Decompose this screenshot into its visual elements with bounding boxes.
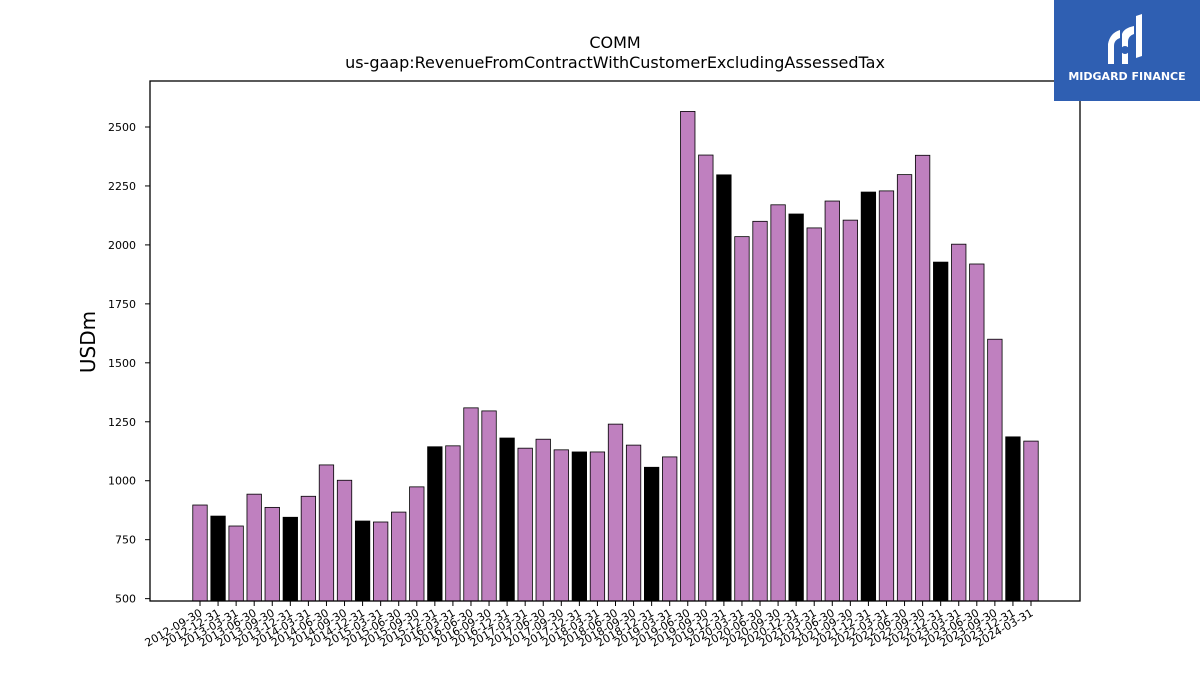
y-tick-label: 500 xyxy=(115,593,136,606)
plot-frame xyxy=(149,80,1081,602)
y-tick-label: 1000 xyxy=(108,475,136,488)
bar-2020-03-31 xyxy=(734,236,750,602)
y-tick-label: 750 xyxy=(115,534,136,547)
bars-group xyxy=(192,111,1039,602)
bar-2020-06-30 xyxy=(752,220,768,602)
bar-2022-03-31 xyxy=(878,190,895,602)
bar-2017-06-30 xyxy=(535,438,551,602)
y-axis: 500 750 1000 1250 1500 1750 2000 2250 2500 xyxy=(108,121,150,606)
y-axis-label: USDm xyxy=(76,311,100,373)
bar-2014-09-30 xyxy=(336,479,353,602)
bar-2018-03-31 xyxy=(589,451,606,602)
bar-2013-09-30 xyxy=(264,506,280,602)
chart-subtitle: us-gaap:RevenueFromContractWithCustomerE… xyxy=(345,53,885,72)
bar-2023-06-30 xyxy=(969,263,985,602)
y-tick-label: 2250 xyxy=(108,180,136,193)
bar-2013-12-31 xyxy=(282,516,298,602)
bar-2013-06-30 xyxy=(246,493,262,602)
bar-2012-09-30 xyxy=(192,504,208,602)
y-tick-label: 2000 xyxy=(108,239,136,252)
bar-2020-12-31 xyxy=(788,213,804,602)
y-tick-label: 2500 xyxy=(108,121,136,134)
logo-text: MIDGARD FINANCE xyxy=(1068,70,1185,83)
bar-2016-12-31 xyxy=(499,437,515,602)
bar-2019-09-30 xyxy=(698,154,714,602)
brand-logo: MIDGARD FINANCE xyxy=(1054,0,1200,101)
bar-2023-12-31 xyxy=(1005,436,1021,602)
bar-2017-12-31 xyxy=(571,451,587,602)
bar-2021-03-31 xyxy=(806,227,822,602)
bar-2013-03-31 xyxy=(228,525,244,602)
bar-2017-03-31 xyxy=(517,447,533,602)
bar-2022-12-31 xyxy=(933,261,949,602)
bar-2019-06-30 xyxy=(680,111,696,602)
bar-2023-03-31 xyxy=(951,243,967,602)
bar-2014-03-31 xyxy=(300,495,317,602)
bar-2019-12-31 xyxy=(716,174,732,602)
bar-2014-06-30 xyxy=(318,464,335,602)
bar-2016-06-30 xyxy=(463,407,479,602)
bar-2015-06-30 xyxy=(391,511,407,602)
chart-title: COMM xyxy=(589,33,640,52)
bar-2021-06-30 xyxy=(824,200,840,602)
bar-2018-09-30 xyxy=(625,444,642,602)
bar-2021-12-31 xyxy=(860,191,877,602)
logo-mark-icon xyxy=(1108,14,1142,64)
bar-2018-12-31 xyxy=(644,466,660,602)
bar-2014-12-31 xyxy=(354,520,371,602)
bar-2022-09-30 xyxy=(914,154,931,602)
y-tick-label: 1500 xyxy=(108,357,136,370)
bar-2018-06-30 xyxy=(607,423,624,602)
x-axis: 2012-09-302012-12-312013-03-312013-06-30… xyxy=(143,601,1036,650)
bar-2015-12-31 xyxy=(427,446,443,602)
bar-2016-03-31 xyxy=(445,445,461,602)
bar-2021-09-30 xyxy=(842,219,858,602)
bar-2015-09-30 xyxy=(409,486,425,602)
bar-2016-09-30 xyxy=(481,410,497,602)
y-tick-label: 1750 xyxy=(108,298,136,311)
bar-2024-03-31 xyxy=(1023,440,1039,602)
bar-2012-12-31 xyxy=(210,515,226,602)
bar-2020-09-30 xyxy=(770,204,786,602)
bar-2023-09-30 xyxy=(987,338,1003,602)
bar-2015-03-31 xyxy=(373,521,389,602)
bar-2017-09-30 xyxy=(553,449,569,602)
bar-2019-03-31 xyxy=(662,456,678,602)
bar-2022-06-30 xyxy=(896,174,913,602)
y-tick-label: 1250 xyxy=(108,416,136,429)
